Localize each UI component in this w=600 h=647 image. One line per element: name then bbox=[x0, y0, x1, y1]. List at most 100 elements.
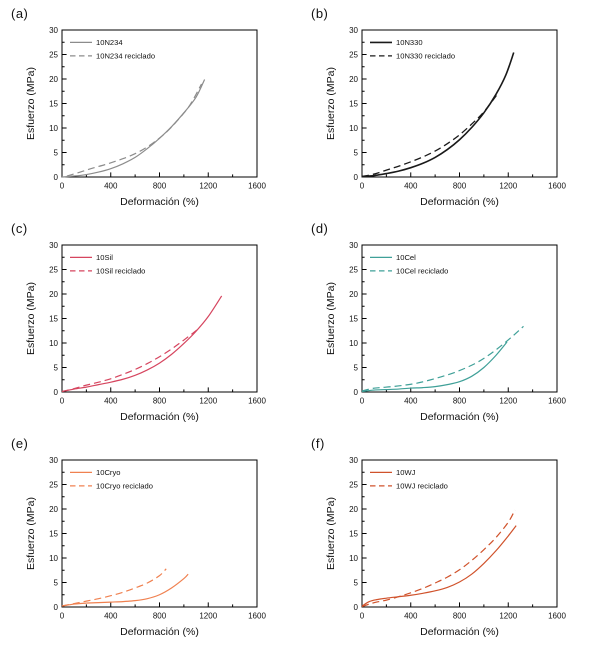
y-tick-label: 5 bbox=[354, 148, 359, 157]
panel-b: (b) 0 400 800 1200 1600 0 5 10 15 20 25 30 Deformaci… bbox=[300, 0, 600, 215]
panel-e-label: (e) bbox=[11, 436, 29, 451]
y-tick-label: 0 bbox=[354, 388, 359, 397]
x-tick-label: 1600 bbox=[548, 182, 566, 191]
x-tick-label: 0 bbox=[360, 182, 365, 191]
y-tick-label: 25 bbox=[349, 265, 358, 274]
x-tick-label: 1200 bbox=[499, 182, 517, 191]
legend-label: 10WJ bbox=[396, 468, 416, 477]
series-curve-solid bbox=[361, 52, 515, 178]
y-tick-label: 20 bbox=[349, 290, 358, 299]
y-axis-title: Esfuerzo (MPa) bbox=[25, 497, 37, 570]
series-curve-dashed bbox=[61, 328, 199, 393]
y-tick-label: 15 bbox=[349, 99, 358, 108]
x-tick-label: 1200 bbox=[199, 397, 217, 406]
x-axis-title: Deformación (%) bbox=[420, 196, 499, 208]
x-axis-title: Deformación (%) bbox=[120, 626, 199, 638]
chart-e: 0 400 800 1200 1600 0 5 10 15 20 25 30 Deformación (… bbox=[25, 456, 266, 638]
panel-f: (f) 0 400 800 1200 1600 0 5 10 15 20 25 30 Deformaci… bbox=[300, 430, 600, 647]
x-axis-title: Deformación (%) bbox=[120, 196, 199, 208]
x-tick-label: 800 bbox=[153, 612, 167, 621]
y-tick-label: 10 bbox=[349, 124, 358, 133]
chart-c: 0 400 800 1200 1600 0 5 10 15 20 25 30 Deformación (… bbox=[25, 241, 266, 423]
legend-label: 10WJ reciclado bbox=[396, 482, 448, 491]
y-tick-label: 5 bbox=[354, 363, 359, 372]
x-tick-label: 1200 bbox=[499, 612, 517, 621]
chart-a: 0 400 800 1200 1600 0 5 10 15 20 25 30 Deformación (… bbox=[25, 26, 266, 208]
y-tick-label: 20 bbox=[49, 290, 58, 299]
y-tick-label: 5 bbox=[54, 148, 59, 157]
x-tick-label: 1600 bbox=[248, 397, 266, 406]
x-tick-label: 0 bbox=[60, 612, 65, 621]
legend-label: 10Sil reciclado bbox=[96, 267, 145, 276]
y-axis-title: Esfuerzo (MPa) bbox=[25, 67, 37, 140]
series-curve-dashed bbox=[361, 325, 524, 392]
plot-frame bbox=[361, 459, 558, 608]
plot-frame bbox=[361, 29, 558, 178]
legend-label: 10N234 bbox=[96, 38, 123, 47]
x-axis-title: Deformación (%) bbox=[420, 626, 499, 638]
y-tick-label: 0 bbox=[354, 603, 359, 612]
y-tick-label: 20 bbox=[349, 505, 358, 514]
y-tick-label: 25 bbox=[349, 480, 358, 489]
y-tick-label: 10 bbox=[349, 339, 358, 348]
chart-d: 0 400 800 1200 1600 0 5 10 15 20 25 30 Deformación (… bbox=[325, 241, 566, 423]
y-tick-label: 20 bbox=[49, 505, 58, 514]
legend-label: 10Cel bbox=[396, 253, 416, 262]
y-tick-label: 5 bbox=[354, 578, 359, 587]
series-curve-dashed bbox=[61, 568, 167, 607]
plot-frame bbox=[61, 29, 258, 178]
series-curve-dashed bbox=[361, 509, 516, 608]
x-tick-label: 0 bbox=[60, 397, 65, 406]
x-tick-label: 1200 bbox=[499, 397, 517, 406]
panel-f-label: (f) bbox=[311, 436, 325, 451]
y-axis-title: Esfuerzo (MPa) bbox=[325, 67, 337, 140]
legend-label: 10N234 reciclado bbox=[96, 52, 155, 61]
legend-label: 10N330 bbox=[396, 38, 423, 47]
chart-b: 0 400 800 1200 1600 0 5 10 15 20 25 30 Deformación (… bbox=[325, 26, 566, 208]
series-curve-solid bbox=[61, 295, 223, 393]
x-axis-title: Deformación (%) bbox=[420, 411, 499, 423]
y-tick-label: 5 bbox=[54, 578, 59, 587]
y-axis-title: Esfuerzo (MPa) bbox=[25, 282, 37, 355]
panel-c: (c) 0 400 800 1200 1600 0 5 10 15 20 25 30 Deformaci… bbox=[0, 215, 300, 430]
x-tick-label: 400 bbox=[404, 397, 418, 406]
legend-label: 10Cryo reciclado bbox=[96, 482, 153, 491]
panel-a: (a) 0 400 800 1200 1600 0 5 10 15 20 25 30 Deformaci… bbox=[0, 0, 300, 215]
y-tick-label: 25 bbox=[49, 50, 58, 59]
series-curve-solid bbox=[61, 79, 206, 178]
y-tick-label: 15 bbox=[49, 529, 58, 538]
y-tick-label: 30 bbox=[49, 26, 58, 35]
x-tick-label: 1600 bbox=[248, 612, 266, 621]
chart-f: 0 400 800 1200 1600 0 5 10 15 20 25 30 Deformación (… bbox=[325, 456, 566, 638]
y-tick-label: 0 bbox=[54, 388, 59, 397]
legend-label: 10N330 reciclado bbox=[396, 52, 455, 61]
panel-a-label: (a) bbox=[11, 6, 29, 21]
panel-d-label: (d) bbox=[311, 221, 329, 236]
panel-e: (e) 0 400 800 1200 1600 0 5 10 15 20 25 30 Deformaci… bbox=[0, 430, 300, 647]
y-tick-label: 25 bbox=[49, 265, 58, 274]
y-tick-label: 10 bbox=[49, 554, 58, 563]
y-tick-label: 15 bbox=[49, 99, 58, 108]
y-tick-label: 10 bbox=[349, 554, 358, 563]
y-tick-label: 0 bbox=[54, 603, 59, 612]
series-curve-solid bbox=[361, 525, 517, 607]
y-tick-label: 30 bbox=[349, 26, 358, 35]
x-tick-label: 0 bbox=[360, 397, 365, 406]
panel-b-label: (b) bbox=[311, 6, 329, 21]
panel-c-label: (c) bbox=[11, 221, 28, 236]
x-tick-label: 1600 bbox=[548, 397, 566, 406]
series-curve-solid bbox=[361, 341, 508, 393]
x-tick-label: 1600 bbox=[548, 612, 566, 621]
x-tick-label: 800 bbox=[453, 397, 467, 406]
y-tick-label: 25 bbox=[349, 50, 358, 59]
x-tick-label: 400 bbox=[404, 182, 418, 191]
y-tick-label: 5 bbox=[54, 363, 59, 372]
series-curve-solid bbox=[61, 573, 189, 607]
legend-label: 10Cel reciclado bbox=[396, 267, 448, 276]
series-curve-dashed bbox=[361, 94, 498, 178]
x-tick-label: 400 bbox=[104, 612, 118, 621]
x-tick-label: 400 bbox=[404, 612, 418, 621]
y-tick-label: 20 bbox=[49, 75, 58, 84]
x-tick-label: 0 bbox=[360, 612, 365, 621]
